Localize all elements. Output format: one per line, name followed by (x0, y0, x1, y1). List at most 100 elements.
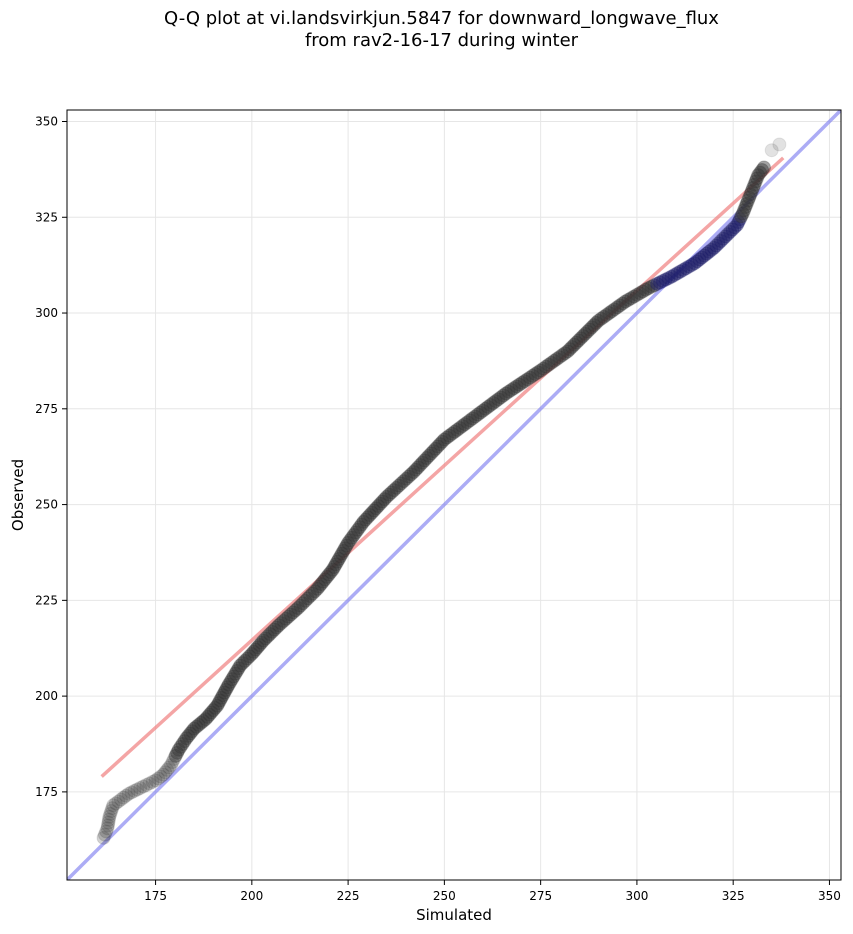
chart-title-line-2: from rav2-16-17 during winter (304, 30, 579, 51)
data-point (334, 546, 349, 561)
data-point (632, 286, 647, 301)
data-point (569, 335, 584, 350)
data-point (101, 812, 116, 827)
data-point (525, 368, 540, 383)
data-point (198, 712, 213, 727)
data-point (706, 240, 721, 255)
data-point (312, 579, 327, 594)
data-point (475, 403, 490, 418)
data-point (661, 271, 676, 286)
data-point (483, 397, 498, 412)
data-point (133, 781, 148, 796)
data-point (358, 512, 373, 527)
data-point (594, 311, 609, 326)
data-point (148, 773, 163, 788)
data-point (100, 818, 115, 833)
data-point (478, 401, 493, 416)
data-point (430, 439, 445, 454)
data-point (578, 326, 593, 341)
y-tick-label: 200 (35, 689, 58, 703)
data-point (346, 527, 361, 542)
data-point (463, 413, 478, 428)
data-point (473, 405, 488, 420)
data-point (240, 651, 255, 666)
data-point (367, 503, 382, 518)
data-point (749, 171, 764, 186)
data-point (362, 508, 377, 523)
y-tick-label: 250 (35, 498, 58, 512)
data-point (291, 601, 306, 616)
data-point (410, 460, 425, 475)
data-point (156, 767, 171, 782)
grid (67, 110, 841, 880)
data-point (103, 806, 118, 821)
data-point (399, 471, 414, 486)
data-point (756, 160, 771, 175)
data-point (509, 379, 524, 394)
data-point (506, 381, 521, 396)
data-point (354, 517, 369, 532)
data-point (401, 469, 416, 484)
data-point (288, 603, 303, 618)
data-point (415, 455, 430, 470)
data-point (274, 616, 289, 631)
data-point (293, 598, 308, 613)
data-point (229, 663, 244, 678)
data-point (106, 798, 121, 813)
data-point (375, 494, 390, 509)
data-point (165, 755, 180, 770)
data-point (237, 653, 252, 668)
data-point (104, 804, 119, 819)
data-point (641, 281, 656, 296)
data-point (242, 649, 257, 664)
data-point (256, 633, 271, 648)
data-point (279, 611, 294, 626)
y-tick-label: 175 (35, 785, 58, 799)
data-point (341, 535, 356, 550)
data-point (468, 409, 483, 424)
data-point (127, 783, 142, 798)
data-point (629, 287, 644, 302)
data-point (394, 476, 409, 491)
data-point (612, 298, 627, 313)
data-point (607, 302, 622, 317)
data-point (321, 567, 336, 582)
data-point (175, 737, 190, 752)
data-point (702, 244, 717, 259)
plot-frame (66, 109, 842, 881)
data-point (512, 377, 527, 392)
data-point (124, 785, 139, 800)
data-point (413, 458, 428, 473)
data-point (225, 672, 240, 687)
data-point (142, 776, 157, 791)
data-points (96, 137, 787, 845)
data-point (673, 264, 688, 279)
y-tick-label: 275 (35, 402, 58, 416)
data-point (336, 543, 351, 558)
data-point (391, 478, 406, 493)
data-point (599, 307, 614, 322)
data-point (486, 396, 501, 411)
data-point (151, 771, 166, 786)
data-point (544, 355, 559, 370)
data-point (517, 374, 532, 389)
data-point (679, 261, 694, 276)
data-point (424, 446, 439, 461)
data-point (105, 801, 120, 816)
data-point (576, 329, 590, 344)
data-point (250, 640, 265, 655)
data-point (339, 538, 354, 553)
data-point (379, 489, 394, 504)
fit-line (100, 156, 785, 778)
data-point (281, 609, 296, 624)
data-point (262, 627, 277, 642)
data-point (101, 815, 116, 830)
data-point (713, 234, 728, 249)
data-point (704, 242, 719, 257)
data-point (265, 624, 280, 639)
data-point (723, 224, 738, 239)
y-axis-label: Observed (9, 459, 27, 531)
data-point (530, 365, 545, 380)
data-point (664, 269, 679, 284)
